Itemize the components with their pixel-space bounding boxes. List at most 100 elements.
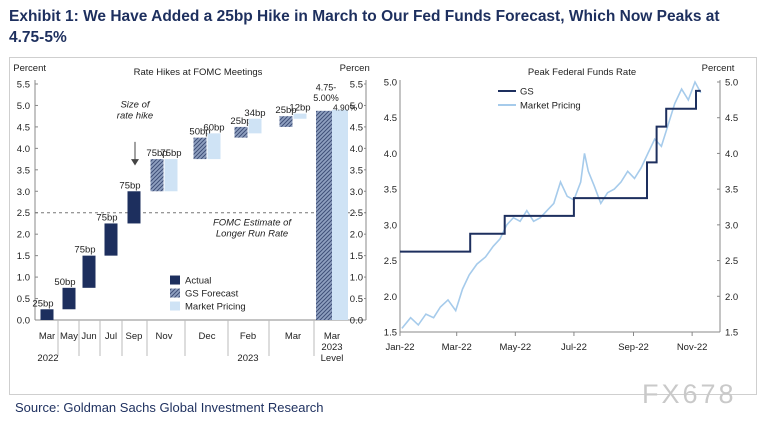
category-label: Feb	[240, 331, 256, 342]
actual-bar	[40, 309, 54, 320]
peak-xtick-label: Mar-22	[442, 342, 472, 353]
left-ylabel-right: Percent	[340, 63, 370, 74]
left-ytick-label: 2.0	[17, 230, 30, 241]
market-pricing-line	[401, 80, 702, 329]
right-ytick-label: 1.0	[350, 273, 363, 284]
bar-value-label: 12bp	[289, 103, 310, 114]
right-ytick-label: 0.0	[350, 316, 363, 327]
category-label: Mar	[39, 331, 55, 342]
market-bar	[293, 113, 307, 119]
chart-title: Exhibit 1: We Have Added a 25bp Hike in …	[9, 8, 720, 46]
right-ytick-label: 3.5	[350, 165, 363, 176]
forecast-level-bar	[316, 110, 332, 320]
legend-label: Market Pricing	[185, 302, 246, 313]
market-bar	[164, 159, 178, 192]
bar-value-label: 25bp	[230, 116, 251, 127]
left-ytick-label: 3.0	[17, 187, 30, 198]
peak-right-tick-label: 5.0	[725, 78, 738, 89]
bar-value-label: 60bp	[203, 122, 224, 133]
year-label-2022: 2022	[37, 353, 58, 364]
left-chart-rate-hikes: Percent Rate Hikes at FOMC Meetings Percen…	[13, 63, 370, 364]
reference-label-line2: Longer Run Rate	[216, 229, 288, 240]
category-label: Nov	[156, 331, 173, 342]
left-chart-title: Rate Hikes at FOMC Meetings	[134, 67, 263, 78]
peak-right-tick-label: 2.0	[725, 292, 738, 303]
peak-xtick-label: May-22	[499, 342, 531, 353]
peak-right-tick-label: 4.5	[725, 113, 738, 124]
bar-value-label: 75bp	[96, 212, 117, 223]
market-bar	[207, 133, 221, 160]
bar-value-label: 75bp	[119, 180, 140, 191]
peak-right-tick-label: 4.0	[725, 149, 738, 160]
bar-value-label: 50bp	[189, 127, 210, 138]
market-level-bar	[332, 109, 348, 320]
left-ytick-label: 4.5	[17, 122, 30, 133]
bar-value-label: 34bp	[244, 108, 265, 119]
right-ytick-label: 5.5	[350, 80, 363, 91]
chart-panel: Percent Rate Hikes at FOMC Meetings Percen…	[9, 57, 757, 395]
reference-label-line1: FOMC Estimate of	[213, 218, 292, 229]
category-label: Jul	[105, 331, 117, 342]
peak-xtick-label: Sep-22	[618, 342, 649, 353]
category-label: 2023	[321, 342, 342, 353]
category-label: Jun	[81, 331, 96, 342]
bar-value-label: 25bp	[275, 105, 296, 116]
peak-left-tick-label: 1.5	[384, 328, 397, 339]
actual-bar	[104, 223, 118, 256]
right-ytick-label: 2.5	[350, 208, 363, 219]
bar-value-label: 50bp	[54, 277, 75, 288]
forecast-bar	[234, 126, 248, 138]
actual-bar	[82, 255, 96, 288]
left-ytick-label: 5.0	[17, 101, 30, 112]
right-ytick-label: 5.0	[350, 101, 363, 112]
year-label-2023: 2023	[237, 353, 258, 364]
peak-left-tick-label: 2.5	[384, 256, 397, 267]
legend-swatch	[170, 275, 180, 285]
right-ytick-label: 3.0	[350, 187, 363, 198]
market-bar	[248, 118, 262, 134]
bar-value-label: 75bp	[74, 245, 95, 256]
right-ytick-label: 1.5	[350, 251, 363, 262]
legend-label-market: Market Pricing	[520, 101, 581, 112]
watermark: FX678	[642, 379, 737, 409]
left-ytick-label: 0.5	[17, 294, 30, 305]
annotation-line2: rate hike	[117, 111, 153, 122]
left-ytick-label: 1.5	[17, 251, 30, 262]
peak-left-tick-label: 2.0	[384, 292, 397, 303]
category-label: Level	[321, 353, 344, 364]
level-label-forecast-1: 4.75-	[316, 82, 337, 92]
gs-line	[400, 89, 701, 253]
peak-left-tick-label: 5.0	[384, 78, 397, 89]
bar-value-label: 75bp	[146, 148, 167, 159]
legend-swatch	[170, 288, 180, 298]
legend-label: Actual	[185, 276, 211, 287]
left-ytick-label: 3.5	[17, 165, 30, 176]
peak-right-tick-label: 3.0	[725, 220, 738, 231]
peak-right-tick-label: 1.5	[725, 328, 738, 339]
category-label: May	[60, 331, 78, 342]
peak-xtick-label: Nov-22	[677, 342, 708, 353]
source-note: Source: Goldman Sachs Global Investment …	[15, 400, 324, 415]
right-chart-ylabel: Percent	[702, 63, 735, 74]
annotation-line1: Size of	[120, 100, 150, 111]
right-chart-title: Peak Federal Funds Rate	[528, 67, 636, 78]
level-label-forecast-2: 5.00%	[313, 93, 339, 103]
peak-left-tick-label: 3.0	[384, 220, 397, 231]
category-label: Dec	[199, 331, 216, 342]
category-label: Mar	[324, 331, 340, 342]
right-ytick-label: 4.5	[350, 122, 363, 133]
actual-bar	[127, 191, 141, 224]
peak-left-tick-label: 4.5	[384, 113, 397, 124]
peak-left-tick-label: 4.0	[384, 149, 397, 160]
peak-right-tick-label: 2.5	[725, 256, 738, 267]
peak-right-tick-label: 3.5	[725, 185, 738, 196]
actual-bar	[62, 287, 76, 310]
bar-value-label: 75bp	[160, 148, 181, 159]
level-label-market: 4.90%	[333, 103, 358, 113]
left-ylabel: Percent	[13, 63, 46, 74]
peak-xtick-label: Jul-22	[561, 342, 587, 353]
forecast-bar	[193, 137, 207, 160]
peak-xtick-label: Jan-22	[385, 342, 414, 353]
legend-label: GS Forecast	[185, 289, 239, 300]
left-ytick-label: 4.0	[17, 144, 30, 155]
